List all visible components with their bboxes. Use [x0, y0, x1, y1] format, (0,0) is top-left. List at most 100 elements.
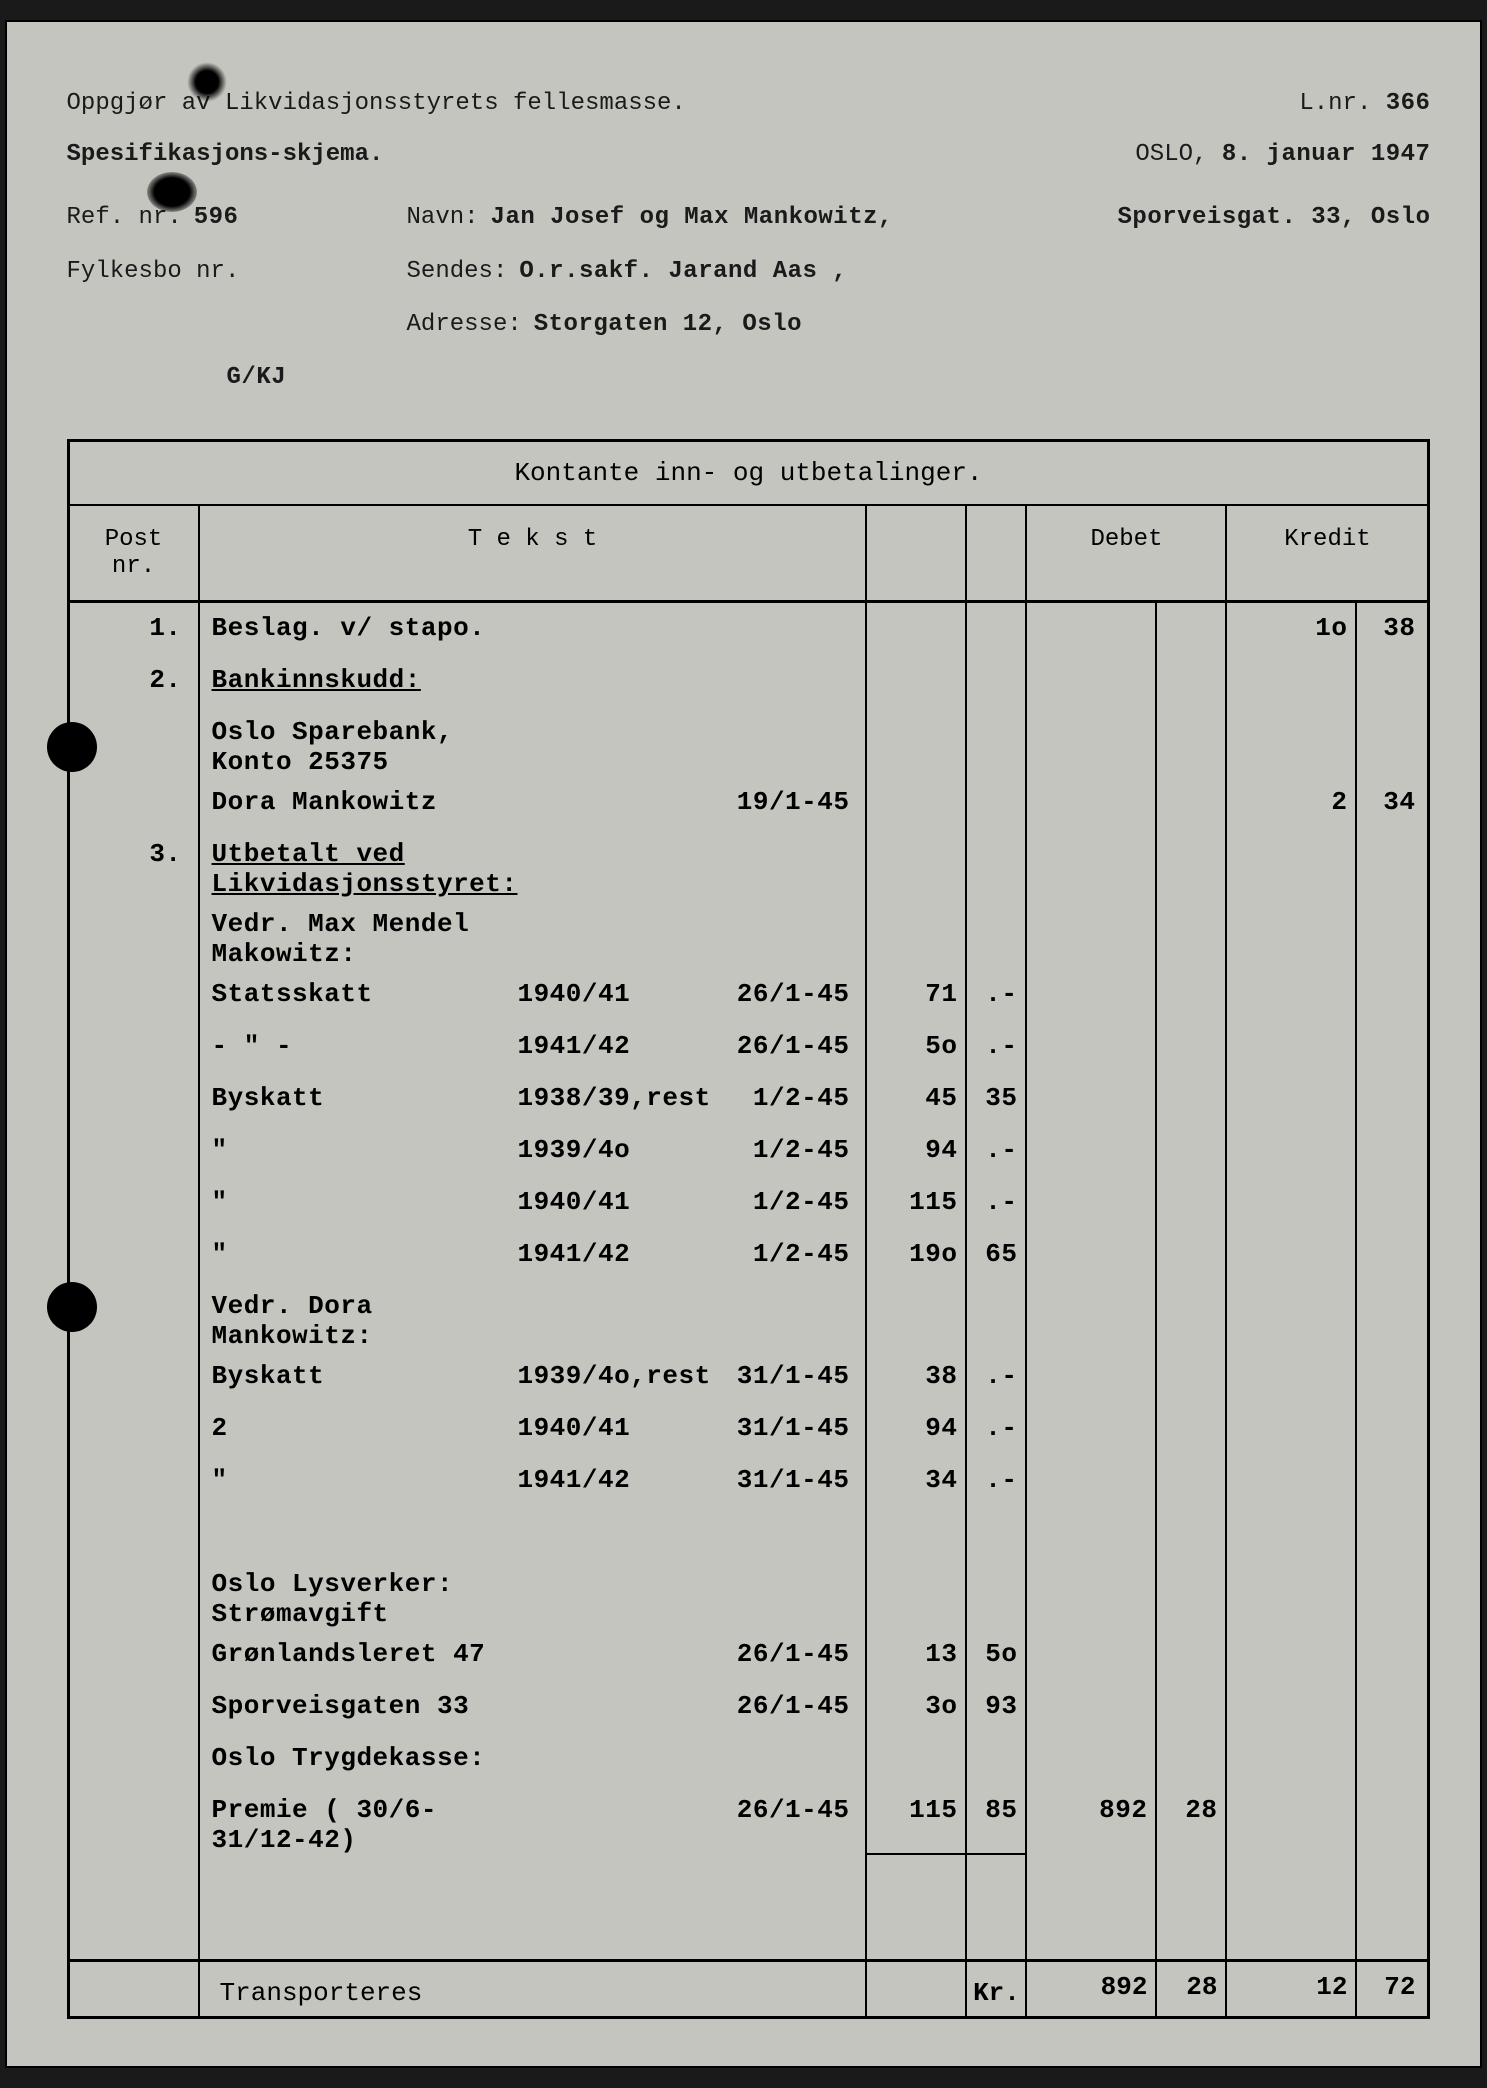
adresse-label: Adresse: [407, 303, 522, 346]
ledger-table: Kontante inn- og utbetalinger. Post nr. … [67, 439, 1431, 2019]
cell-kredit-sub [1357, 1455, 1427, 1507]
cell-debet-sub [1157, 1455, 1227, 1507]
cell-tekst: "1941/4231/1-45 [200, 1455, 868, 1507]
cell-amount-main: 19o [867, 1229, 967, 1281]
cell-tekst: Byskatt1939/4o,rest31/1-45 [200, 1351, 868, 1403]
cell-post [70, 1351, 200, 1403]
fylkesbo-label: Fylkesbo nr. [67, 250, 240, 293]
navn-value: Jan Josef og Max Mankowitz, [491, 196, 893, 239]
cell-kredit-main [1227, 829, 1357, 899]
cell-debet-main [1027, 1073, 1157, 1125]
cell-amount-main [867, 655, 967, 707]
cell-debet-sub: 28 [1157, 1785, 1227, 1855]
cell-debet-main [1027, 899, 1157, 969]
table-row: Vedr. Max Mendel Makowitz: [70, 899, 1428, 969]
table-row: "1940/411/2-45115.- [70, 1177, 1428, 1229]
cell-amount-sub: .- [967, 1351, 1027, 1403]
cell-debet-main: 892 [1027, 1785, 1157, 1855]
cell-kredit-sub [1357, 1785, 1427, 1855]
cell-kredit-main [1227, 1281, 1357, 1351]
cell-debet-sub [1157, 777, 1227, 829]
footer-kredit-sub: 72 [1357, 1962, 1427, 2016]
cell-kredit-sub [1357, 1073, 1427, 1125]
cell-post: 2. [70, 655, 200, 707]
cell-kredit-sub [1357, 1229, 1427, 1281]
cell-kredit-main: 2 [1227, 777, 1357, 829]
cell-tekst: Dora Mankowitz19/1-45 [200, 777, 868, 829]
cell-kredit-sub [1357, 1351, 1427, 1403]
cell-tekst: - " -1941/4226/1-45 [200, 1021, 868, 1073]
cell-amount-main [867, 1559, 967, 1629]
cell-tekst: 21940/4131/1-45 [200, 1403, 868, 1455]
cell-kredit-sub [1357, 1855, 1427, 1907]
ledger-title: Kontante inn- og utbetalinger. [70, 442, 1428, 506]
cell-post [70, 1855, 200, 1907]
table-row: 21940/4131/1-4594.- [70, 1403, 1428, 1455]
cell-debet-sub [1157, 1073, 1227, 1125]
cell-debet-sub [1157, 707, 1227, 777]
cell-amount-main [867, 603, 967, 655]
cell-debet-main [1027, 1507, 1157, 1559]
kr-label: Kr. [967, 1962, 1027, 2016]
cell-kredit-sub [1357, 1681, 1427, 1733]
cell-kredit-sub [1357, 1125, 1427, 1177]
cell-amount-main: 3o [867, 1681, 967, 1733]
cell-amount-sub [967, 1855, 1027, 1907]
cell-amount-main: 5o [867, 1021, 967, 1073]
cell-tekst [200, 1507, 868, 1559]
cell-debet-sub [1157, 1733, 1227, 1785]
cell-post [70, 1229, 200, 1281]
cell-amount-main [867, 1281, 967, 1351]
cell-amount-sub [967, 1281, 1027, 1351]
cell-amount-sub: .- [967, 1021, 1027, 1073]
cell-tekst: "1941/421/2-45 [200, 1229, 868, 1281]
cell-kredit-main [1227, 1785, 1357, 1855]
table-row: Oslo Trygdekasse: [70, 1733, 1428, 1785]
table-row: Byskatt1938/39,rest1/2-454535 [70, 1073, 1428, 1125]
cell-post [70, 1681, 200, 1733]
document-page: Oppgjør av Likvidasjonsstyrets fellesmas… [5, 20, 1483, 2068]
cell-post [70, 1785, 200, 1855]
cell-amount-sub: 93 [967, 1681, 1027, 1733]
cell-tekst: Bankinnskudd: [200, 655, 868, 707]
cell-amount-main: 38 [867, 1351, 967, 1403]
cell-tekst: Vedr. Max Mendel Makowitz: [200, 899, 868, 969]
cell-kredit-sub [1357, 1733, 1427, 1785]
cell-kredit-sub [1357, 1021, 1427, 1073]
cell-amount-sub [967, 655, 1027, 707]
lnr-value: 366 [1386, 90, 1431, 117]
cell-amount-main [867, 899, 967, 969]
cell-kredit-main [1227, 1229, 1357, 1281]
cell-debet-sub [1157, 1021, 1227, 1073]
punch-hole [47, 1282, 97, 1332]
table-row: "1939/4o1/2-4594.- [70, 1125, 1428, 1177]
cell-amount-main [867, 707, 967, 777]
cell-debet-sub [1157, 1351, 1227, 1403]
table-row [70, 1855, 1428, 1907]
table-row: Grønlandsleret 4726/1-45135o [70, 1629, 1428, 1681]
cell-tekst: Statsskatt1940/4126/1-45 [200, 969, 868, 1021]
transporteres-label: Transporteres [200, 1962, 868, 2016]
cell-debet-sub [1157, 1177, 1227, 1229]
cell-debet-main [1027, 1733, 1157, 1785]
cell-amount-main: 34 [867, 1455, 967, 1507]
cell-amount-sub: 65 [967, 1229, 1027, 1281]
col-post: Post nr. [70, 506, 200, 600]
cell-post [70, 1559, 200, 1629]
cell-amount-sub [967, 1907, 1027, 1959]
cell-kredit-sub [1357, 655, 1427, 707]
cell-amount-main: 115 [867, 1785, 967, 1855]
cell-amount-sub: .- [967, 1403, 1027, 1455]
cell-debet-sub [1157, 1125, 1227, 1177]
table-row: Oslo Lysverker: Strømavgift [70, 1559, 1428, 1629]
footer-debet-main: 892 [1027, 1962, 1157, 2016]
cell-kredit-sub [1357, 1507, 1427, 1559]
city: OSLO, [1135, 141, 1207, 168]
cell-debet-main [1027, 707, 1157, 777]
cell-post [70, 1125, 200, 1177]
cell-kredit-main [1227, 1021, 1357, 1073]
col-tekst: T e k s t [200, 506, 868, 600]
cell-debet-main [1027, 777, 1157, 829]
cell-debet-sub [1157, 1855, 1227, 1907]
cell-kredit-main [1227, 1855, 1357, 1907]
